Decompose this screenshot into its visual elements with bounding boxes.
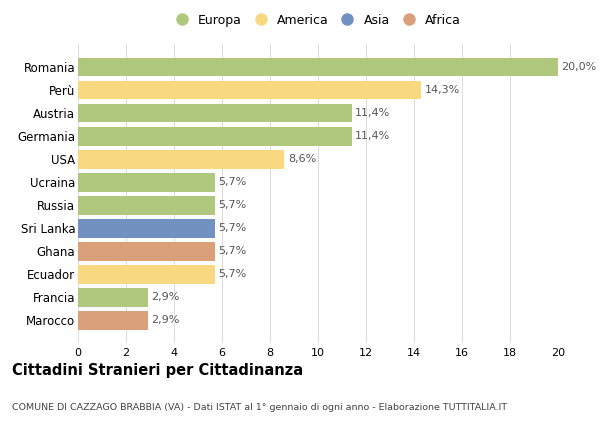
Text: 11,4%: 11,4% <box>355 108 391 118</box>
Text: 5,7%: 5,7% <box>218 200 247 210</box>
Bar <box>78 58 558 77</box>
Bar <box>78 311 148 330</box>
Bar <box>78 127 352 146</box>
Text: 20,0%: 20,0% <box>562 62 597 72</box>
Bar <box>78 104 352 122</box>
Text: 2,9%: 2,9% <box>151 315 179 325</box>
Text: Cittadini Stranieri per Cittadinanza: Cittadini Stranieri per Cittadinanza <box>12 363 303 378</box>
Bar <box>78 81 421 99</box>
Text: 5,7%: 5,7% <box>218 246 247 256</box>
Text: COMUNE DI CAZZAGO BRABBIA (VA) - Dati ISTAT al 1° gennaio di ogni anno - Elabora: COMUNE DI CAZZAGO BRABBIA (VA) - Dati IS… <box>12 403 507 411</box>
Bar <box>78 219 215 238</box>
Bar <box>78 172 215 191</box>
Bar <box>78 265 215 283</box>
Bar <box>78 242 215 260</box>
Text: 5,7%: 5,7% <box>218 223 247 233</box>
Text: 8,6%: 8,6% <box>288 154 316 164</box>
Text: 14,3%: 14,3% <box>425 85 460 95</box>
Text: 5,7%: 5,7% <box>218 177 247 187</box>
Bar <box>78 288 148 307</box>
Text: 5,7%: 5,7% <box>218 269 247 279</box>
Text: 2,9%: 2,9% <box>151 292 179 302</box>
Bar <box>78 196 215 215</box>
Legend: Europa, America, Asia, Africa: Europa, America, Asia, Africa <box>175 15 461 27</box>
Text: 11,4%: 11,4% <box>355 131 391 141</box>
Bar <box>78 150 284 169</box>
